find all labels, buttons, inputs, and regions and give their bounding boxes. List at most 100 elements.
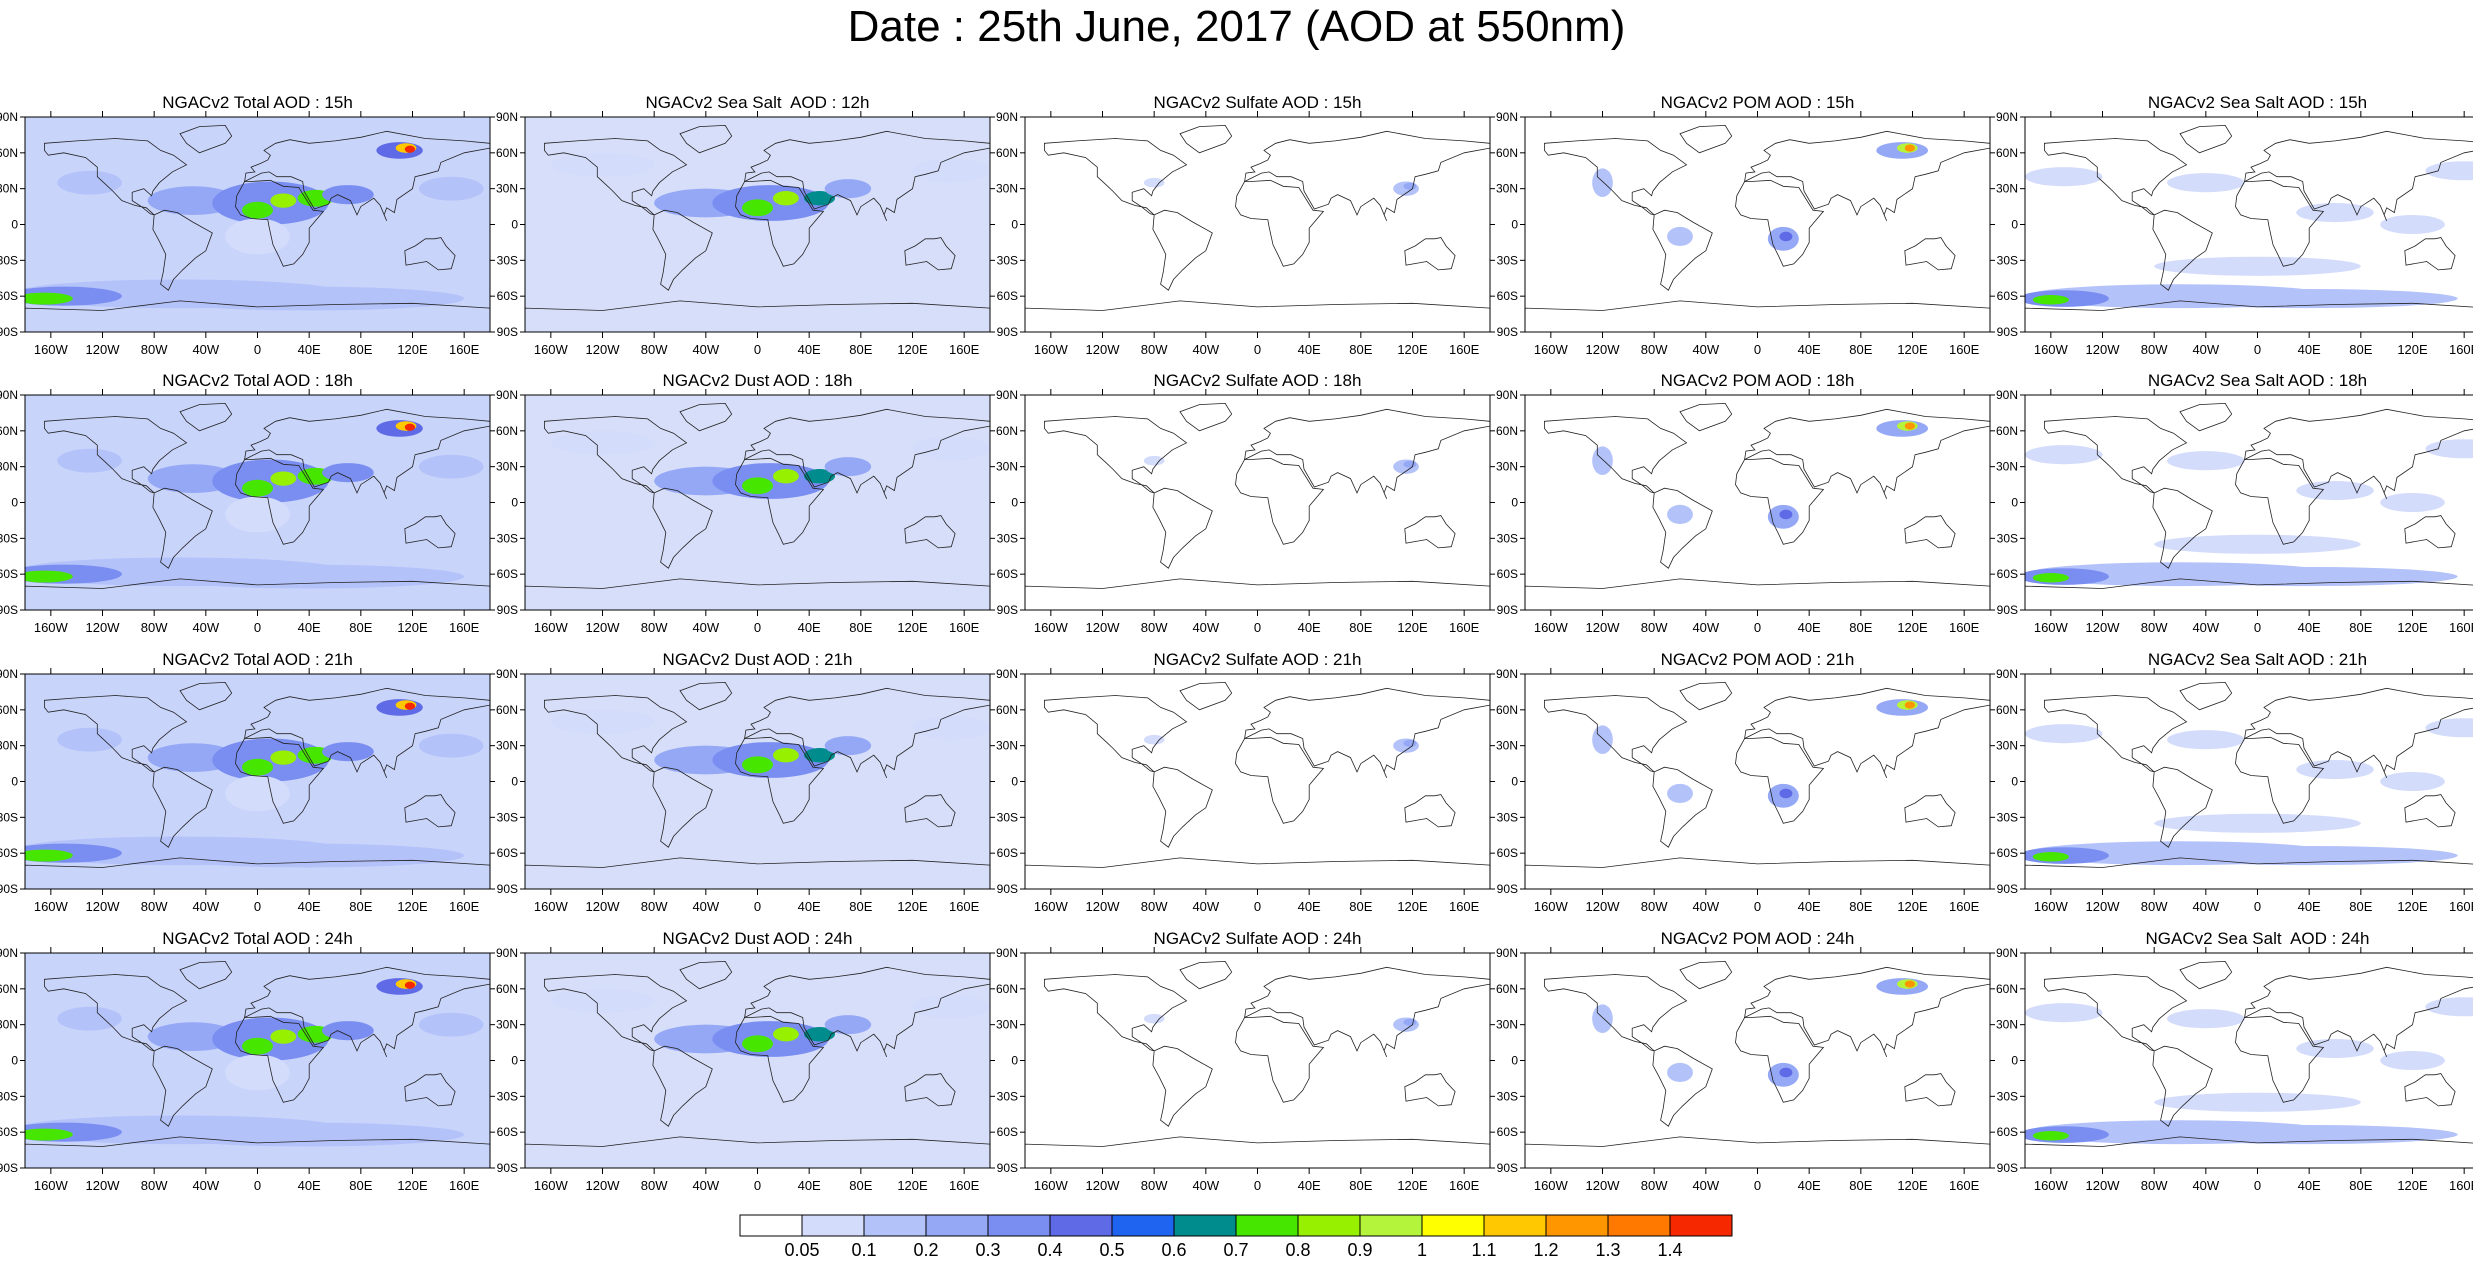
- lat-tick-label: 0: [511, 775, 518, 789]
- lat-tick-label: 60N: [996, 146, 1018, 160]
- lat-tick-label: 30S: [997, 810, 1018, 824]
- coastline: [1404, 1073, 1456, 1107]
- aod-contour-region: [712, 1021, 829, 1057]
- lat-tick-label: 90S: [0, 1161, 18, 1175]
- coastline: [2244, 408, 2473, 500]
- lon-tick-label: 120W: [2086, 899, 2121, 914]
- aod-contour-region: [322, 463, 374, 483]
- lat-tick-label: 90S: [497, 882, 518, 896]
- lat-tick-label: 0: [1511, 1054, 1518, 1068]
- lat-tick-label: 30S: [497, 531, 518, 545]
- lat-tick-label: 30N: [0, 739, 18, 753]
- lon-tick-label: 40E: [298, 620, 321, 635]
- aod-contour-region: [824, 736, 872, 756]
- lon-tick-label: 0: [2254, 342, 2261, 357]
- coastline: [1652, 766, 1713, 848]
- lat-tick-label: 60S: [0, 567, 18, 581]
- aod-contour-region: [742, 199, 773, 217]
- lon-tick-label: 120W: [1086, 899, 1121, 914]
- coastline: [679, 124, 733, 154]
- colorbar-swatch: [1173, 1214, 1237, 1237]
- lat-tick-label: 0: [1011, 1054, 1018, 1068]
- aod-contour-region: [322, 1021, 374, 1041]
- lon-tick-label: 160E: [2449, 342, 2473, 357]
- aod-contour-region: [270, 750, 297, 765]
- lat-tick-label: 0: [11, 218, 18, 232]
- aod-contour-region: [2296, 481, 2374, 501]
- lon-tick-label: 40E: [798, 620, 821, 635]
- map-panel: NGACv2 POM AOD : 15h 90N 60N 30N 0 30S 60S 90S 1…: [1496, 90, 1995, 360]
- map-frame: [1024, 952, 1491, 1169]
- lon-tick-label: 40W: [192, 342, 219, 357]
- lat-tick-label: 0: [11, 775, 18, 789]
- lon-tick-label: 120E: [897, 899, 928, 914]
- lon-tick-label: 80W: [2141, 342, 2168, 357]
- lat-tick-label: 90N: [996, 946, 1018, 960]
- coastline: [544, 416, 688, 494]
- lat-tick-label: 30N: [0, 182, 18, 196]
- colorbar-label: 0.3: [975, 1240, 1000, 1260]
- lon-tick-label: 120W: [1586, 620, 1621, 635]
- lat-tick-label: 90N: [0, 388, 18, 402]
- lat-tick-label: 90S: [1497, 882, 1518, 896]
- aod-contour-region: [418, 733, 484, 758]
- aod-contour-region: [1403, 182, 1417, 190]
- coastline: [2244, 966, 2473, 1058]
- lon-tick-label: 40W: [192, 899, 219, 914]
- lon-tick-label: 160W: [1034, 342, 1069, 357]
- colorbar-label: 0.7: [1223, 1240, 1248, 1260]
- aod-contour-region: [242, 201, 273, 219]
- coastline: [1652, 1045, 1713, 1127]
- lat-tick-label: 30N: [1996, 1018, 2018, 1032]
- lon-tick-label: 0: [1254, 620, 1261, 635]
- aod-contour-region: [1403, 739, 1417, 747]
- aod-contour-region: [804, 1027, 835, 1042]
- lon-tick-label: 120E: [1897, 342, 1928, 357]
- colorbar-swatch: [925, 1214, 989, 1237]
- lon-tick-label: 40E: [2298, 1178, 2321, 1193]
- aod-contour-region: [550, 430, 655, 455]
- lon-tick-label: 40W: [192, 1178, 219, 1193]
- panel-title: NGACv2 Sulfate AOD : 15h: [1153, 93, 1362, 112]
- lon-tick-label: 0: [1754, 342, 1761, 357]
- aod-contour-region: [154, 286, 465, 311]
- coastline: [2044, 138, 2188, 216]
- map-panel: NGACv2 Total AOD : 21h90N60N30N030S60S90…: [0, 647, 495, 917]
- lon-tick-label: 0: [2254, 1178, 2261, 1193]
- coastline: [735, 736, 825, 824]
- lon-tick-label: 40W: [2192, 342, 2219, 357]
- lat-tick-label: 60N: [996, 424, 1018, 438]
- lon-tick-label: 120E: [897, 1178, 928, 1193]
- coastline: [1652, 487, 1713, 569]
- lat-tick-label: 90N: [1996, 388, 2018, 402]
- coastline: [1744, 408, 1990, 500]
- lat-tick-label: 30N: [996, 460, 1018, 474]
- lat-tick-label: 60N: [0, 703, 18, 717]
- map-frame: [1024, 394, 1491, 611]
- coastline: [1025, 857, 1490, 889]
- lon-tick-label: 80W: [141, 342, 168, 357]
- coastline: [1044, 695, 1188, 773]
- coastline: [244, 966, 490, 1058]
- aod-contour-region: [773, 748, 799, 763]
- coastline: [1044, 974, 1188, 1052]
- aod-contour-region: [57, 448, 122, 473]
- aod-contour-region: [2154, 813, 2361, 833]
- lon-tick-label: 80E: [1349, 620, 1372, 635]
- lon-tick-label: 80E: [1849, 620, 1872, 635]
- panel-title: NGACv2 Total AOD : 18h: [162, 371, 353, 390]
- aod-contour-region: [2425, 161, 2473, 181]
- colorbar-label: 0.8: [1285, 1240, 1310, 1260]
- lat-tick-label: 30S: [997, 1089, 1018, 1103]
- lat-tick-label: 60S: [1497, 846, 1518, 860]
- aod-contour-region: [154, 1122, 465, 1147]
- lon-tick-label: 160E: [449, 1178, 480, 1193]
- lat-tick-label: 60S: [997, 846, 1018, 860]
- world-map: 90N 60N 30N 0 30S 60S 90S 160W 120W 80W 40W 0 40E 80E…: [1996, 110, 2473, 357]
- world-map: 90N 60N 30N 0 30S 60S 90S 160W 120W 80W 40W 0 40E 80E…: [1496, 388, 1995, 635]
- aod-contour-region: [2160, 846, 2458, 866]
- lon-tick-label: 0: [1754, 620, 1761, 635]
- coastline: [2152, 487, 2213, 569]
- aod-contour-region: [418, 454, 484, 479]
- colorbar-label: 1.2: [1533, 1240, 1558, 1260]
